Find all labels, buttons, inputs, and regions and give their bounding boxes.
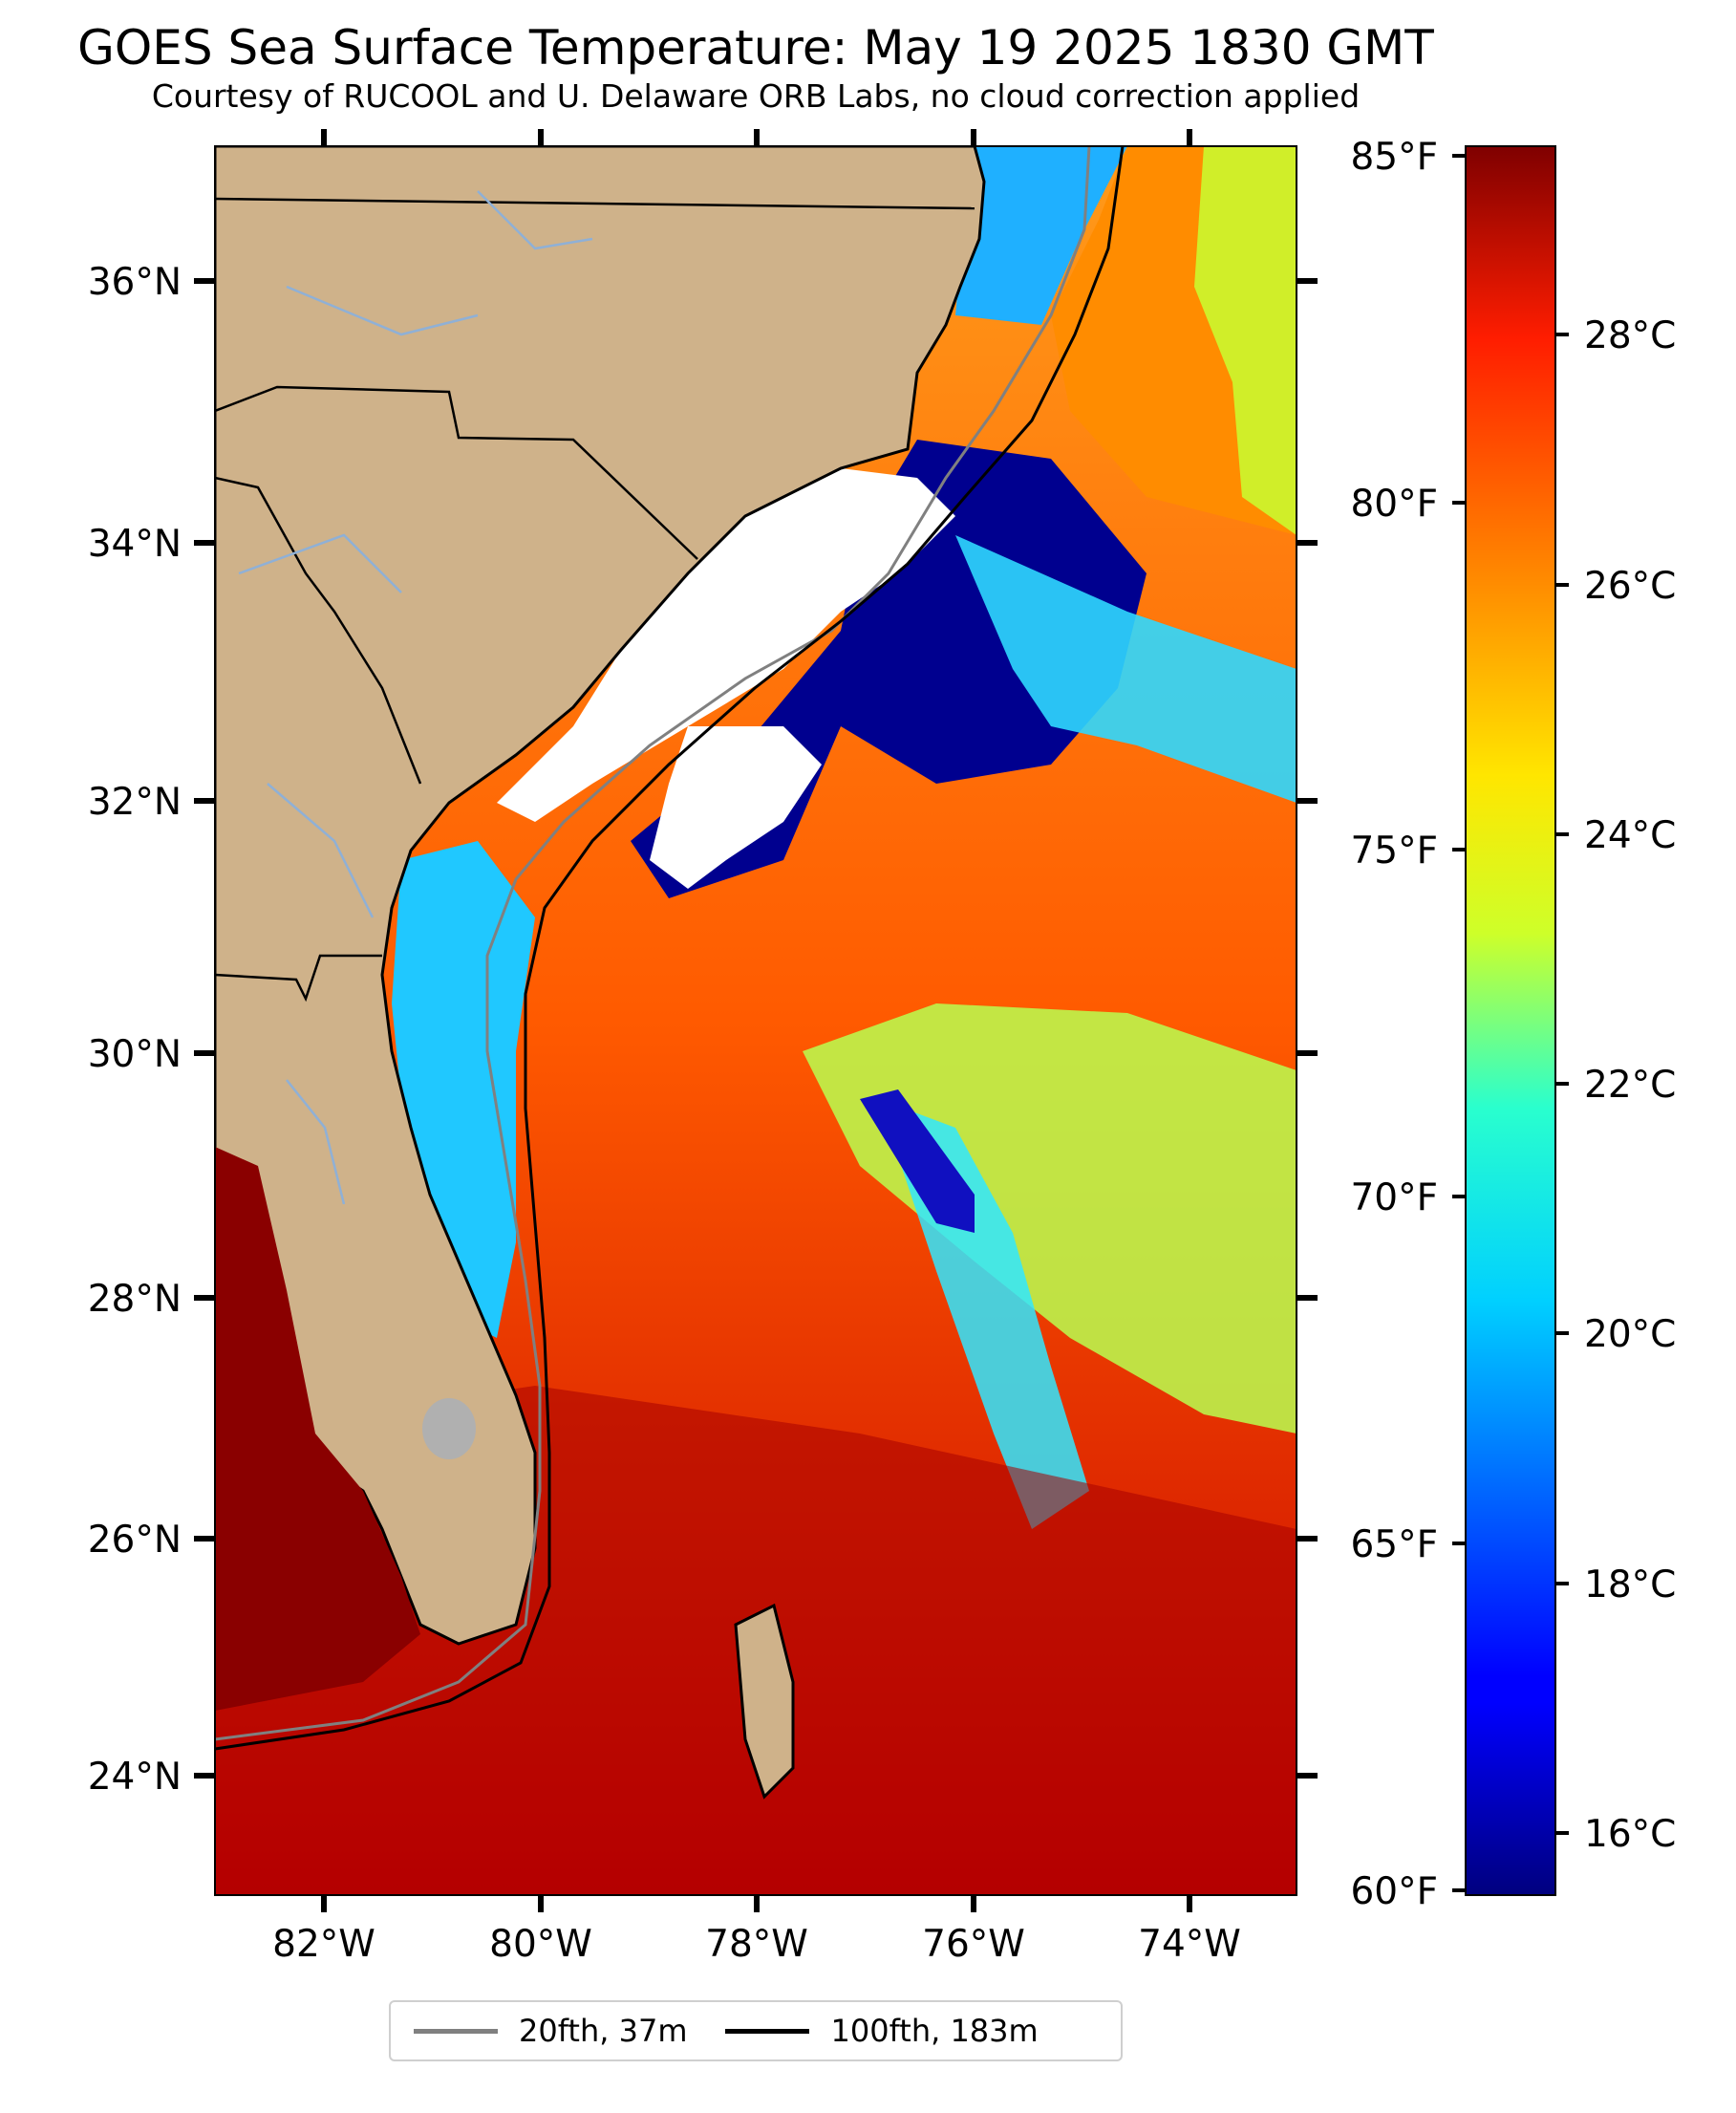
lat-tick-26n: 26°N [88,1519,182,1562]
land-us-southeast [215,146,986,1646]
legend-swatch-100fth [725,2028,810,2034]
state-border-nc-va [215,197,975,210]
isobath-100fth [215,146,1125,1751]
cbar-c-28: 28°C [1584,314,1676,357]
cbar-c-26: 26°C [1584,565,1676,608]
cbar-f-70: 70°F [1350,1176,1438,1219]
lat-tick-30n: 30°N [88,1033,182,1076]
cbar-f-65: 65°F [1350,1523,1438,1566]
lon-tick-80w: 80°W [489,1923,592,1966]
cyan-fringe-central [955,535,1297,803]
cloud-mask-south [650,726,822,889]
legend-label-100fth: 100fth, 183m [830,2013,1039,2049]
cbar-c-20: 20°C [1584,1313,1676,1356]
lon-tick-76w: 76°W [922,1923,1025,1966]
sst-map [215,146,1297,1895]
colorbar [1465,145,1556,1896]
gulf-warm-waters [215,1147,420,1711]
lon-tick-78w: 78°W [705,1923,808,1966]
state-border-ga-fl [215,954,382,1003]
cbar-f-75: 75°F [1350,830,1438,873]
cbar-f-60: 60°F [1350,1870,1438,1913]
colorbar-c-ticks [1555,333,1569,1835]
lat-tick-28n: 28°N [88,1278,182,1321]
lat-major-ticks [194,278,1318,1779]
lon-tick-82w: 82°W [272,1923,375,1966]
yellow-green-far-ne [1194,146,1297,535]
lat-tick-36n: 36°N [88,261,182,304]
cbar-c-22: 22°C [1584,1064,1676,1107]
page-subtitle: Courtesy of RUCOOL and U. Delaware ORB L… [151,77,1361,115]
isobath-legend: 20fth, 37m 100fth, 183m [389,2000,1123,2061]
land-bahamas [734,1603,795,1800]
legend-item-100fth: 100fth, 183m [725,2013,1039,2049]
cbar-c-18: 18°C [1584,1563,1676,1606]
cool-plume-east [803,1003,1297,1434]
cbar-f-85: 85°F [1350,136,1438,179]
cloud-mask [497,468,955,822]
cbar-c-16: 16°C [1584,1813,1676,1856]
legend-label-20fth: 20fth, 37m [519,2013,688,2049]
state-border-sc-ga [215,476,422,785]
cool-shelf-north [955,146,1127,325]
legend-item-20fth: 20fth, 37m [414,2013,687,2049]
legend-swatch-20fth [414,2028,498,2034]
isobath-20fth [215,146,1091,1741]
lon-major-ticks [321,129,1192,1912]
colorbar-f-ticks [1452,154,1466,1892]
lon-tick-74w: 74°W [1138,1923,1241,1966]
lat-tick-34n: 34°N [88,523,182,566]
cbar-c-24: 24°C [1584,814,1676,857]
cbar-f-80: 80°F [1350,483,1438,526]
page-title: GOES Sea Surface Temperature: May 19 202… [77,20,1434,75]
lake-okeechobee [422,1398,476,1459]
state-border-nc-sc [215,385,698,560]
lat-tick-24n: 24°N [88,1756,182,1799]
river-lines [238,190,593,1205]
lat-tick-32n: 32°N [88,781,182,824]
cold-filament [860,1089,975,1233]
